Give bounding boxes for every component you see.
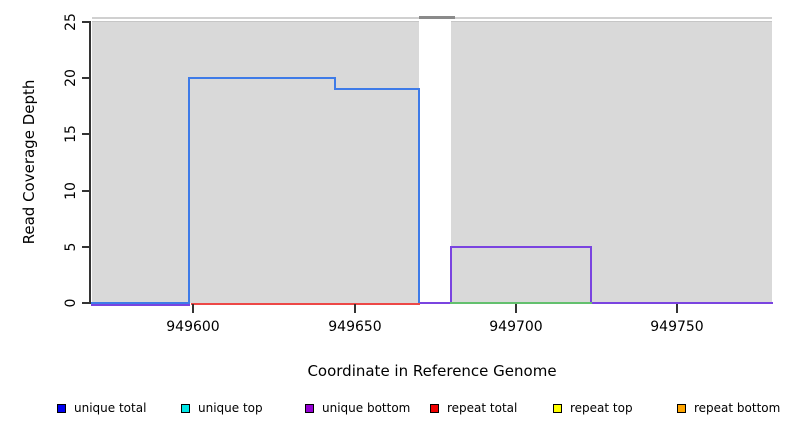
y-tick <box>82 190 90 192</box>
coverage-panel <box>451 21 772 303</box>
x-tick-label: 949700 <box>489 319 543 335</box>
legend-label: unique total <box>74 401 147 415</box>
y-tick-label: 20 <box>63 69 79 87</box>
y-tick-label: 15 <box>63 125 79 143</box>
x-tick-label: 949750 <box>650 319 704 335</box>
legend-item-unique-bottom: unique bottom <box>305 399 410 417</box>
legend-item-unique-total: unique total <box>57 399 146 417</box>
series-segment-unique-total <box>333 87 421 90</box>
x-tick <box>192 304 194 313</box>
y-tick <box>82 246 90 248</box>
legend-item-repeat-total: repeat total <box>430 399 517 417</box>
y-axis-title: Read Coverage Depth <box>20 79 38 245</box>
series-segment-unique-bottom <box>450 245 592 248</box>
legend-label: repeat total <box>447 401 518 415</box>
legend-item-repeat-bottom: repeat bottom <box>677 399 780 417</box>
legend-label: unique top <box>198 401 263 415</box>
series-segment-unique-total <box>418 87 421 304</box>
y-tick <box>82 77 90 79</box>
legend-swatch-unique-bottom-icon <box>305 403 314 413</box>
x-tick-label: 949650 <box>328 319 382 335</box>
x-tick-label: 949600 <box>166 319 220 335</box>
y-tick-label: 5 <box>63 242 79 252</box>
series-segment-repeat-total <box>191 302 421 305</box>
legend-swatch-repeat-top-icon <box>553 403 562 413</box>
series-segment-unique-bottom <box>589 302 773 304</box>
clipped-coverage-marker <box>419 16 455 19</box>
series-segment-unique-total <box>188 76 336 79</box>
legend-swatch-repeat-total-icon <box>430 403 439 413</box>
legend-label: repeat bottom <box>694 401 781 415</box>
legend-swatch-unique-total-icon <box>57 403 66 413</box>
y-axis-line <box>89 21 91 304</box>
series-segment-unique-total <box>91 301 191 304</box>
series-segment-unique-total <box>333 76 336 90</box>
legend-swatch-unique-top-icon <box>181 403 190 413</box>
y-tick <box>82 21 90 23</box>
legend-label: unique bottom <box>322 401 411 415</box>
legend-label: repeat top <box>570 401 633 415</box>
x-tick <box>354 304 356 313</box>
y-tick-label: 0 <box>63 298 79 308</box>
y-tick-label: 10 <box>63 182 79 200</box>
series-segment-unique-bottom <box>589 245 592 304</box>
legend-swatch-repeat-bottom-icon <box>677 403 686 413</box>
legend-item-unique-top: unique top <box>181 399 263 417</box>
series-segment-unique-bottom <box>418 302 453 304</box>
series-segment-green-baseline-(unlabeled) <box>450 301 592 304</box>
series-segment-unique-bottom <box>91 303 191 306</box>
y-tick-label: 25 <box>63 13 79 31</box>
x-axis-title: Coordinate in Reference Genome <box>307 362 557 380</box>
y-tick <box>82 302 90 304</box>
legend-item-repeat-top: repeat top <box>553 399 633 417</box>
y-tick <box>82 133 90 135</box>
coverage-panel <box>92 21 420 303</box>
series-segment-unique-bottom <box>450 245 453 304</box>
series-segment-unique-total <box>188 76 191 304</box>
x-tick <box>515 304 517 313</box>
x-tick <box>676 304 678 313</box>
